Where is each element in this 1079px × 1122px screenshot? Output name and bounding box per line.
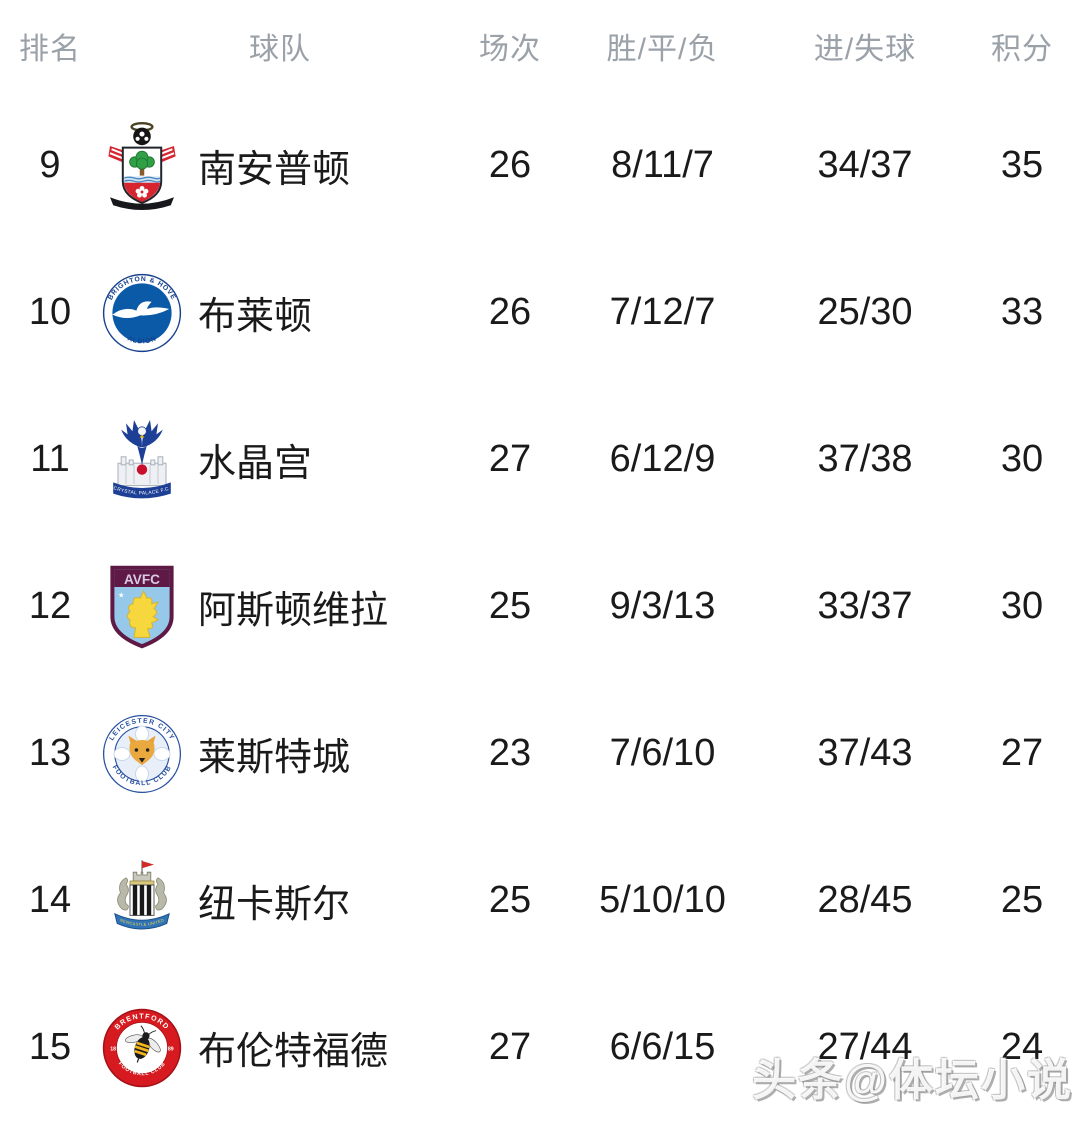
team-cell: 布伦特福德 [100,999,460,1097]
played-value: 27 [488,438,532,480]
newcastle-crest-icon [102,852,182,950]
rank-value: 14 [28,879,72,921]
rank-value: 10 [28,291,72,333]
team-name: 布伦特福德 [198,1031,389,1073]
team-name: 南安普顿 [198,149,351,191]
goals-value: 37/38 [817,438,913,480]
table-row-rank-11[interactable]: 11 水晶宫 27 6/12/9 37/38 30 [0,386,1079,533]
goals-value: 34/37 [817,144,913,186]
goals-value: 33/37 [817,585,913,627]
table-body: 9 南安普顿 26 8/11/7 34/37 35 10 布莱顿 26 7/12… [0,92,1079,1121]
table-row-rank-9[interactable]: 9 南安普顿 26 8/11/7 34/37 35 [0,92,1079,239]
goals-value: 37/43 [817,732,913,774]
played-value: 23 [488,732,532,774]
team-name: 纽卡斯尔 [198,884,351,926]
goals-value: 28/45 [817,879,913,921]
southampton-crest-icon [102,117,182,215]
header-goals-for-against: 进/失球 [813,33,917,66]
team-cell: 布莱顿 [100,264,460,362]
rank-value: 15 [28,1026,72,1068]
rank-value: 9 [39,144,61,186]
points-value: 30 [1000,438,1044,480]
header-played: 场次 [479,33,541,66]
header-team: 球队 [249,33,311,66]
win-draw-loss-value: 5/10/10 [599,879,726,921]
table-row-rank-15[interactable]: 15 布伦特福德 27 6/6/15 27/44 24 [0,974,1079,1121]
table-row-rank-14[interactable]: 14 纽卡斯尔 25 5/10/10 28/45 25 [0,827,1079,974]
team-name: 莱斯特城 [198,737,351,779]
header-win-draw-loss: 胜/平/负 [606,33,719,66]
team-name: 阿斯顿维拉 [198,590,389,632]
team-cell: 纽卡斯尔 [100,852,460,950]
played-value: 27 [488,1026,532,1068]
header-rank: 排名 [19,33,81,66]
points-value: 33 [1000,291,1044,333]
aston-villa-crest-icon [102,558,182,656]
team-name: 布莱顿 [198,296,313,338]
played-value: 25 [488,879,532,921]
brighton-crest-icon [102,264,182,362]
brentford-crest-icon [102,999,182,1097]
win-draw-loss-value: 6/12/9 [609,438,716,480]
crystal-palace-crest-icon [102,411,182,509]
team-cell: 阿斯顿维拉 [100,558,460,656]
win-draw-loss-value: 8/11/7 [611,144,714,186]
win-draw-loss-value: 6/6/15 [609,1026,716,1068]
points-value: 35 [1000,144,1044,186]
win-draw-loss-value: 7/12/7 [609,291,716,333]
rank-value: 11 [30,438,70,480]
team-cell: 莱斯特城 [100,705,460,803]
goals-value: 27/44 [817,1026,913,1068]
points-value: 30 [1000,585,1044,627]
played-value: 25 [488,585,532,627]
header-points: 积分 [991,33,1053,66]
table-header-row: 排名 球队 场次 胜/平/负 进/失球 积分 [0,0,1079,92]
points-value: 25 [1000,879,1044,921]
team-cell: 水晶宫 [100,411,460,509]
played-value: 26 [488,291,532,333]
goals-value: 25/30 [817,291,913,333]
team-cell: 南安普顿 [100,117,460,215]
table-row-rank-12[interactable]: 12 阿斯顿维拉 25 9/3/13 33/37 30 [0,533,1079,680]
rank-value: 13 [28,732,72,774]
points-value: 24 [1000,1026,1044,1068]
table-row-rank-13[interactable]: 13 莱斯特城 23 7/6/10 37/43 27 [0,680,1079,827]
leicester-crest-icon [102,705,182,803]
played-value: 26 [488,144,532,186]
points-value: 27 [1000,732,1044,774]
win-draw-loss-value: 7/6/10 [609,732,716,774]
table-row-rank-10[interactable]: 10 布莱顿 26 7/12/7 25/30 33 [0,239,1079,386]
rank-value: 12 [28,585,72,627]
win-draw-loss-value: 9/3/13 [609,585,716,627]
team-name: 水晶宫 [198,443,313,485]
